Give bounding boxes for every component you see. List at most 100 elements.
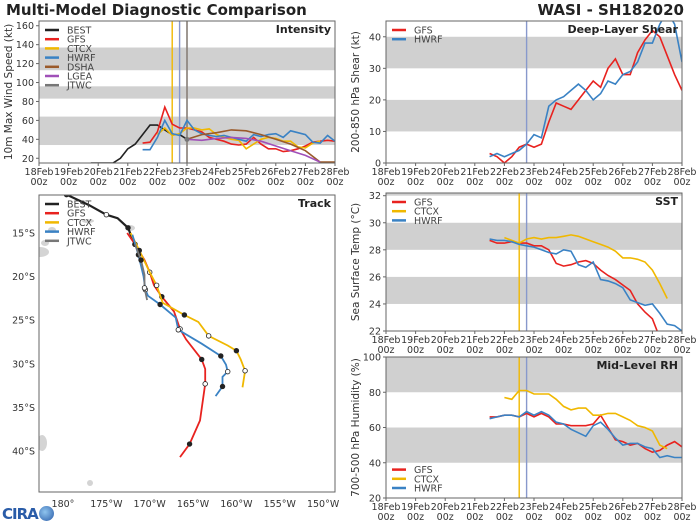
legend-label: HWRF <box>67 227 96 238</box>
legend-label: GFS <box>67 35 86 46</box>
y-axis-label: Sea Surface Temp (°C) <box>350 203 362 321</box>
x-tick-label-date: 23Feb <box>520 502 549 513</box>
y-tick-label: 30 <box>369 64 381 75</box>
lat-tick-label: 35°S <box>12 403 35 414</box>
intensity-panel: 18Feb00z19Feb00z20Feb00z21Feb00z22Feb00z… <box>3 20 349 188</box>
panel-title: Deep-Layer Shear <box>567 23 678 36</box>
track-line-gfs <box>126 232 207 458</box>
track-line-hwrf <box>131 234 229 397</box>
x-tick-label-date: 24Feb <box>549 502 578 513</box>
lon-tick-label: 180° <box>52 499 75 510</box>
x-tick-label-time: 00z <box>673 177 690 188</box>
x-tick-label-date: 20Feb <box>431 167 460 178</box>
x-tick-label-date: 20Feb <box>431 335 460 346</box>
x-tick-label-date: 22Feb <box>490 167 519 178</box>
y-tick-label: 60 <box>369 423 381 434</box>
y-tick-label: 40 <box>22 135 34 146</box>
x-tick-label-time: 00z <box>377 512 394 523</box>
x-tick-label-date: 22Feb <box>143 167 172 178</box>
x-tick-label-time: 00z <box>525 345 542 356</box>
x-tick-label-date: 25Feb <box>232 167 261 178</box>
track-position-marker <box>233 348 240 354</box>
shaded-band <box>386 36 682 69</box>
series-point-jtwc <box>184 136 190 142</box>
x-tick-label-date: 26Feb <box>261 167 290 178</box>
y-tick-label: 40 <box>369 32 381 43</box>
x-tick-label-time: 00z <box>614 345 631 356</box>
x-tick-label-date: 22Feb <box>490 502 519 513</box>
x-tick-label-time: 00z <box>585 345 602 356</box>
shaded-band <box>386 99 682 132</box>
lon-tick-label: 155°W <box>264 499 297 510</box>
lat-tick-label: 30°S <box>12 359 35 370</box>
track-position-marker <box>141 285 148 291</box>
x-tick-label-time: 00z <box>466 177 483 188</box>
x-tick-label-time: 00z <box>60 177 77 188</box>
legend-label: HWRF <box>414 35 443 46</box>
shaded-band <box>386 357 682 393</box>
lat-tick-label: 15°S <box>12 229 35 240</box>
x-tick-label-date: 28Feb <box>668 335 697 346</box>
x-tick-label-date: 21Feb <box>460 502 489 513</box>
rh-plot-area <box>386 357 682 498</box>
x-tick-label-date: 18Feb <box>372 167 401 178</box>
shear-panel: 18Feb00z19Feb00z20Feb00z21Feb00z22Feb00z… <box>350 20 697 188</box>
legend-label: JTWC <box>66 236 92 247</box>
x-tick-label-date: 27Feb <box>638 502 667 513</box>
track-position-marker <box>153 282 160 289</box>
track-position-marker <box>202 381 208 387</box>
x-tick-label-time: 00z <box>90 177 107 188</box>
track-line-ctcx <box>129 232 247 388</box>
x-tick-label-date: 19Feb <box>54 167 83 178</box>
x-tick-label-date: 21Feb <box>460 335 489 346</box>
x-tick-label-date: 27Feb <box>638 167 667 178</box>
x-tick-label-time: 00z <box>466 512 483 523</box>
x-tick-label-time: 00z <box>407 345 424 356</box>
y-tick-label: 60 <box>22 116 34 127</box>
track-position-marker <box>157 301 163 308</box>
lon-tick-label: 160°W <box>220 499 253 510</box>
lon-tick-label: 170°W <box>134 499 167 510</box>
x-tick-label-date: 28Feb <box>668 167 697 178</box>
rh-panel: 18Feb00z19Feb00z20Feb00z21Feb00z22Feb00z… <box>350 353 696 524</box>
x-tick-label-date: 21Feb <box>460 167 489 178</box>
x-tick-label-time: 00z <box>644 345 661 356</box>
lon-tick-label: 165°W <box>177 499 210 510</box>
series-line-ctcx <box>504 389 668 450</box>
x-tick-label-date: 18Feb <box>372 502 401 513</box>
page-title: Multi-Model Diagnostic Comparison <box>6 1 307 19</box>
track-position-marker <box>199 356 205 363</box>
y-tick-label: 20 <box>369 494 381 505</box>
track-panel: 180° 175°W 170°W 165°W 160°W 155°W 150°W 15°S 20… <box>12 194 340 510</box>
series-line-dsha <box>186 129 335 163</box>
x-tick-label-time: 00z <box>30 177 47 188</box>
series-line-ctcx <box>504 234 668 299</box>
x-tick-label-date: 26Feb <box>608 335 637 346</box>
panel-title: Intensity <box>276 23 331 36</box>
x-tick-label-date: 23Feb <box>520 167 549 178</box>
legend-label: JTWC <box>66 81 92 92</box>
shaded-band <box>386 276 682 304</box>
x-tick-label-date: 18Feb <box>372 335 401 346</box>
y-tick-label: 120 <box>16 59 34 70</box>
x-tick-label-date: 24Feb <box>549 167 578 178</box>
y-tick-label: 140 <box>16 40 34 51</box>
x-tick-label-date: 25Feb <box>579 502 608 513</box>
series-line-hwrf <box>142 118 335 151</box>
x-tick-label-time: 00z <box>496 512 513 523</box>
shaded-band <box>386 193 682 196</box>
lat-tick-label: 25°S <box>12 316 35 327</box>
x-tick-label-date: 21Feb <box>113 167 142 178</box>
land-mass <box>87 480 93 486</box>
x-tick-label-date: 24Feb <box>549 335 578 346</box>
land-mass <box>82 219 94 223</box>
y-tick-label: 80 <box>22 97 34 108</box>
track-position-marker <box>103 211 110 218</box>
series-line-lgea <box>186 136 321 163</box>
series-line-hwrf <box>489 238 682 331</box>
